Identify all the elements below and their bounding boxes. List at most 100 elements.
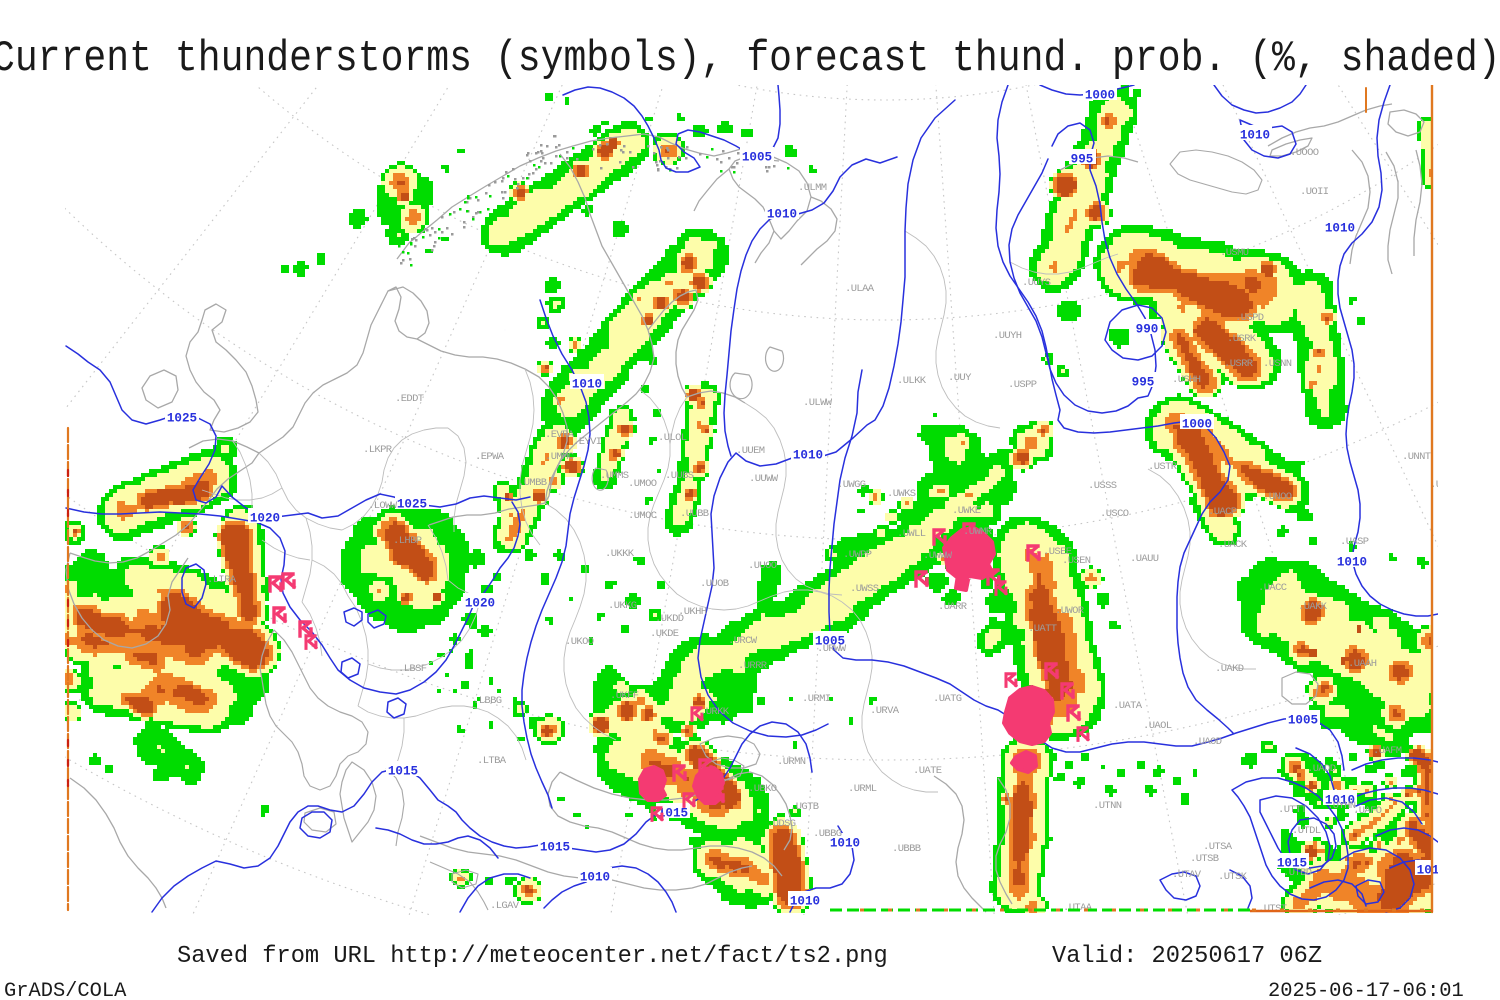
svg-text:.UOOO: .UOOO bbox=[1290, 147, 1319, 159]
svg-text:.URML: .URML bbox=[848, 783, 877, 795]
svg-text:.USTR: .USTR bbox=[1148, 461, 1178, 473]
svg-text:.UUY: .UUY bbox=[948, 372, 972, 384]
svg-text:.UUOB: .UUOB bbox=[700, 578, 729, 590]
svg-text:Saved from URL http://meteocen: Saved from URL http://meteocenter.net/fa… bbox=[177, 943, 888, 970]
svg-text:.URKK: .URKK bbox=[700, 706, 730, 718]
svg-text:.URWW: .URWW bbox=[817, 643, 847, 655]
svg-text:.UUWW: .UUWW bbox=[749, 473, 779, 485]
svg-text:101: 101 bbox=[1417, 864, 1440, 878]
svg-text:.UTTT: .UTTT bbox=[1278, 804, 1307, 816]
svg-text:.LTBA: .LTBA bbox=[477, 755, 507, 767]
svg-text:.UUEM: .UUEM bbox=[736, 445, 765, 457]
svg-text:.UMOO: .UMOO bbox=[628, 478, 657, 490]
svg-text:.UKDD: .UKDD bbox=[655, 613, 684, 625]
svg-text:.USPP: .USPP bbox=[1008, 379, 1037, 391]
svg-text:.LGAV: .LGAV bbox=[490, 900, 520, 912]
svg-text:.UWMR: .UWMR bbox=[963, 526, 993, 538]
svg-text:1020: 1020 bbox=[465, 597, 495, 611]
svg-text:1005: 1005 bbox=[1288, 714, 1318, 728]
svg-text:1010: 1010 bbox=[793, 449, 823, 463]
svg-text:.LIRA: .LIRA bbox=[207, 574, 237, 586]
svg-text:.UNOO: .UNOO bbox=[1263, 491, 1292, 503]
svg-text:.URMI: .URMI bbox=[802, 693, 831, 705]
svg-text:.ULAA: .ULAA bbox=[845, 283, 875, 295]
svg-text:.UTSB: .UTSB bbox=[1190, 853, 1219, 865]
svg-text:.UTNN: .UTNN bbox=[1093, 800, 1122, 812]
svg-text:.UARR: .UARR bbox=[938, 601, 968, 613]
svg-text:.USCO: .USCO bbox=[1100, 508, 1129, 520]
svg-text:.USRR: .USRR bbox=[1224, 358, 1254, 370]
svg-text:.UATG: .UATG bbox=[933, 693, 962, 705]
svg-text:990: 990 bbox=[1136, 323, 1159, 337]
svg-text:.UAFO: .UAFO bbox=[1353, 805, 1382, 817]
svg-text:1005: 1005 bbox=[815, 635, 845, 649]
svg-text:GrADS/COLA: GrADS/COLA bbox=[4, 980, 127, 1000]
svg-text:995: 995 bbox=[1132, 376, 1155, 390]
svg-text:.UMBB: .UMBB bbox=[518, 477, 547, 489]
svg-text:.UATE: .UATE bbox=[913, 765, 942, 777]
svg-text:1025: 1025 bbox=[397, 498, 427, 512]
svg-text:.USMU: .USMU bbox=[1220, 247, 1249, 259]
svg-text:.UAOL: .UAOL bbox=[1143, 720, 1172, 732]
svg-text:.LHBP: .LHBP bbox=[393, 535, 422, 547]
svg-text:.USRK: .USRK bbox=[1227, 333, 1257, 345]
svg-text:1010: 1010 bbox=[1240, 129, 1270, 143]
svg-text:.URVA: .URVA bbox=[870, 705, 900, 717]
svg-text:.LKPR: .LKPR bbox=[363, 444, 393, 456]
svg-text:Current thunderstorms (symbols: Current thunderstorms (symbols), forecas… bbox=[0, 35, 1500, 84]
svg-text:.UWSS: .UWSS bbox=[850, 583, 879, 595]
svg-text:.ULWW: .ULWW bbox=[803, 397, 833, 409]
svg-text:1000: 1000 bbox=[1182, 418, 1212, 432]
svg-text:.UTSK: .UTSK bbox=[1218, 871, 1248, 883]
svg-text:.UAKK: .UAKK bbox=[1298, 601, 1328, 613]
svg-text:.UOII: .UOII bbox=[1300, 186, 1329, 198]
svg-text:.EDDT: .EDDT bbox=[395, 393, 424, 405]
svg-text:1010: 1010 bbox=[790, 895, 820, 909]
svg-text:.UTDL: .UTDL bbox=[1292, 825, 1321, 837]
svg-text:1020: 1020 bbox=[250, 512, 280, 526]
svg-text:.UYHN: .UYHN bbox=[1327, 800, 1356, 812]
svg-text:.UATT: .UATT bbox=[1028, 623, 1057, 635]
svg-text:.UKDE: .UKDE bbox=[650, 628, 679, 640]
svg-text:1000: 1000 bbox=[1085, 89, 1115, 103]
svg-text:1010: 1010 bbox=[580, 871, 610, 885]
svg-text:Valid: 20250617 06Z: Valid: 20250617 06Z bbox=[1052, 943, 1322, 970]
svg-text:.EVRA: .EVRA bbox=[545, 429, 575, 441]
svg-text:.UNNT: .UNNT bbox=[1402, 451, 1431, 463]
svg-text:.UUOO: .UUOO bbox=[748, 560, 777, 572]
svg-text:.UWPP: .UWPP bbox=[843, 549, 872, 561]
svg-text:.UATA: .UATA bbox=[1113, 700, 1143, 712]
svg-text:.UASP: .UASP bbox=[1340, 536, 1369, 548]
svg-text:.UWKS: .UWKS bbox=[887, 488, 916, 500]
svg-text:1015: 1015 bbox=[1277, 857, 1307, 871]
svg-text:.UUBB: .UUBB bbox=[680, 508, 709, 520]
svg-text:.UUBS: .UUBS bbox=[665, 470, 694, 482]
svg-text:.UGTB: .UGTB bbox=[790, 801, 819, 813]
svg-text:.UKOO: .UKOO bbox=[565, 636, 594, 648]
svg-text:.UWOR: .UWOR bbox=[1055, 605, 1085, 617]
svg-text:.URMN: .URMN bbox=[777, 756, 806, 768]
svg-text:.USHH: .USHH bbox=[1172, 374, 1201, 386]
svg-text:2025-06-17-06:01: 2025-06-17-06:01 bbox=[1268, 980, 1464, 1000]
svg-text:.UNBB: .UNBB bbox=[1430, 479, 1459, 491]
svg-text:1005: 1005 bbox=[742, 151, 772, 165]
svg-text:.ULKK: .ULKK bbox=[897, 375, 927, 387]
svg-text:.URRR: .URRR bbox=[738, 660, 768, 672]
svg-text:.UKHH: .UKHH bbox=[678, 606, 707, 618]
svg-text:1010: 1010 bbox=[1325, 222, 1355, 236]
svg-text:.UACK: .UACK bbox=[1218, 539, 1248, 551]
svg-text:.UKFF: .UKFF bbox=[610, 690, 639, 702]
svg-text:.LBSF: .LBSF bbox=[398, 663, 427, 675]
svg-text:.UDSG: .UDSG bbox=[767, 818, 796, 830]
svg-text:1010: 1010 bbox=[1325, 794, 1355, 808]
svg-text:.UTAA: .UTAA bbox=[1063, 902, 1093, 914]
svg-text:.USEN: .USEN bbox=[1062, 555, 1091, 567]
svg-text:.UKKK: .UKKK bbox=[605, 548, 635, 560]
svg-text:.UUYS: .UUYS bbox=[1022, 277, 1051, 289]
svg-text:.UUYH: .UUYH bbox=[993, 330, 1022, 342]
svg-text:.UWKE: .UWKE bbox=[952, 505, 981, 517]
svg-text:.USSS: .USSS bbox=[1088, 480, 1117, 492]
svg-text:.UMMC: .UMMC bbox=[545, 451, 574, 463]
svg-text:.ULMM: .ULMM bbox=[798, 182, 827, 194]
svg-text:1010: 1010 bbox=[767, 208, 797, 222]
